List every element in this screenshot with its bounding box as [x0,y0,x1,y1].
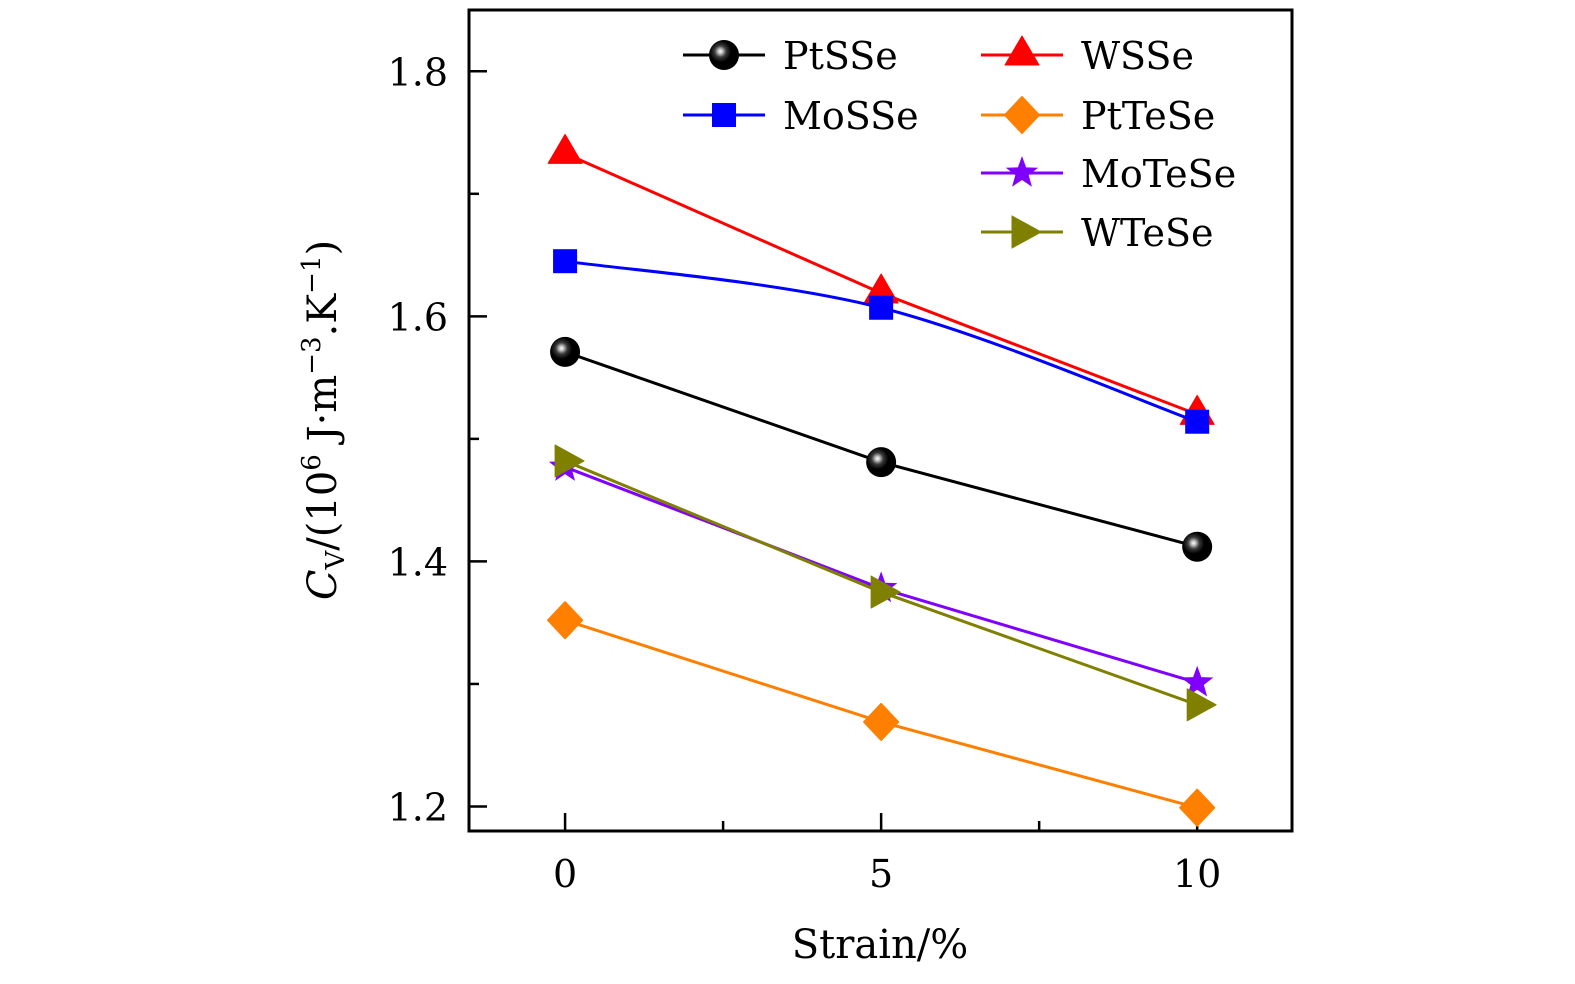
data-point [1181,665,1214,697]
data-point [870,575,901,609]
legend-marker [1005,156,1039,187]
y-tick-label: 1.6 [388,295,448,339]
data-point [1182,531,1213,562]
axis-ticks [469,70,1199,831]
legend-label: WSSe [1081,34,1194,78]
data-point [553,249,578,274]
series-motese [548,450,1214,697]
data-point [1179,788,1216,827]
legend-marker [709,40,739,70]
data-point [1186,688,1217,722]
legend-item-pttese: PtTeSe [981,94,1215,138]
y-axis-text-1: /(10 [300,471,346,551]
legend-marker [712,103,736,127]
legend-item-ptsse: PtSSe [683,34,898,78]
y-axis-exp-3: −1 [297,256,327,294]
series-pttese [547,601,1216,827]
legend-item-wsse: WSSe [981,34,1194,78]
series-layer [547,133,1217,827]
y-axis-subscript: V [321,549,351,570]
y-tick-label: 1.2 [388,785,448,829]
series-wtese [554,444,1217,722]
legend-marker [1004,35,1040,66]
y-tick-label: 1.4 [388,540,448,584]
series-ptsse [550,336,1213,562]
data-point [869,295,894,320]
legend-label: MoTeSe [1081,152,1236,196]
legend-item-wtese: WTeSe [981,211,1213,255]
legend-label: PtTeSe [1081,94,1215,138]
data-point [863,702,900,741]
x-tick-label: 5 [869,852,893,896]
svg-text:CV/(106 J·m−3.K−1): CV/(106 J·m−3.K−1) [297,240,351,600]
axis-tick-labels: 0 5 10 1.2 1.4 1.6 1.8 [388,50,1222,896]
y-axis-symbol: C [300,569,346,600]
y-axis-exp-1: 6 [297,454,327,471]
legend-marker [1004,96,1040,134]
series-mosse [553,249,1210,434]
legend-label: PtSSe [783,34,898,78]
data-point [866,447,897,478]
x-axis-title: Strain/% [792,922,968,968]
legend-item-motese: MoTeSe [981,152,1236,196]
legend: PtSSe MoSSe WSSe PtTeSe MoTeSe WTeSe [683,34,1236,255]
y-axis-exp-2: −3 [297,336,327,374]
data-point [547,601,584,640]
data-point [547,133,583,164]
legend-label: WTeSe [1081,211,1213,255]
x-tick-label: 0 [553,852,577,896]
y-axis-title: CV/(106 J·m−3.K−1) [297,240,351,600]
legend-item-mosse: MoSSe [683,94,919,138]
x-tick-label: 10 [1173,852,1221,896]
y-axis-text-3: .K [300,293,346,337]
data-point [1185,409,1210,434]
y-axis-text-2: J·m [300,375,346,454]
y-axis-text-4: ) [300,240,346,256]
legend-marker [1011,215,1042,249]
data-point [550,336,581,367]
legend-label: MoSSe [783,94,919,138]
data-point [554,444,585,478]
y-tick-label: 1.8 [388,50,448,94]
